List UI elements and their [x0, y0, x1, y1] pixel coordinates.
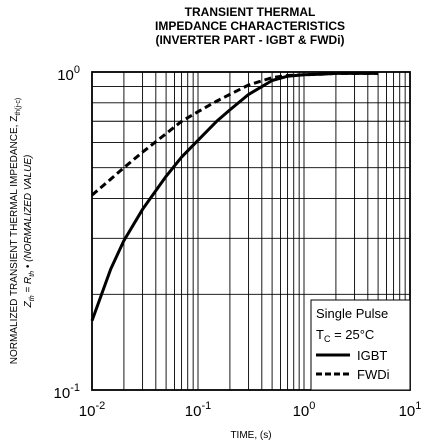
- legend-fwdi-label: FWDi: [357, 367, 390, 382]
- series-line-igbt: [90, 71, 379, 322]
- x-axis-label: TIME, (s): [230, 430, 271, 441]
- chart-title-line-3: (INVERTER PART - IGBT & FWDi): [155, 33, 345, 47]
- legend-condition: TC = 25°C: [316, 327, 374, 344]
- y-axis-label-line-2: Zth = Rth • (NORMALIZED VALUE): [23, 155, 36, 309]
- series-line-fwdi: [91, 71, 379, 197]
- series-group: [90, 71, 379, 322]
- grid-lines: [92, 72, 410, 390]
- legend: Single Pulse TC = 25°C IGBT FWDi: [310, 299, 411, 391]
- y-tick-label-top: 100: [57, 64, 80, 84]
- legend-heading: Single Pulse: [316, 306, 388, 321]
- y-tick-label-bottom: 10-1: [54, 382, 80, 402]
- x-tick-label-3: 100: [293, 400, 316, 420]
- y-axis-label-line-1: NORMALIZED TRANSIENT THERMAL IMPEDANCE, …: [9, 98, 22, 364]
- x-tick-label-4: 101: [399, 400, 422, 420]
- chart-title-line-2: IMPEDANCE CHARACTERISTICS: [154, 19, 345, 33]
- chart-title-line-1: TRANSIENT THERMAL: [184, 5, 316, 19]
- x-tick-label-2: 10-1: [185, 400, 211, 420]
- legend-igbt-label: IGBT: [357, 348, 387, 363]
- plot-frame: [91, 71, 411, 391]
- x-tick-label-1: 10-2: [79, 400, 105, 420]
